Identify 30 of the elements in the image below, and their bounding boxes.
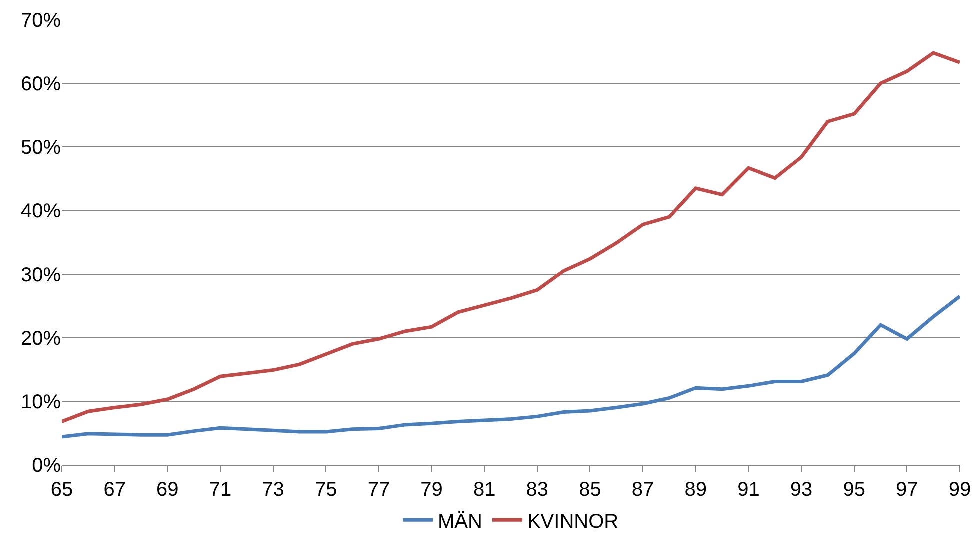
y-tick-label: 20% — [20, 328, 62, 350]
x-tick-label: 93 — [790, 479, 813, 501]
x-tick-label: 65 — [50, 479, 74, 501]
y-tick-label: 0% — [32, 455, 62, 477]
x-tick-label: 79 — [420, 479, 443, 501]
x-tick-label: 97 — [896, 479, 918, 501]
y-tick-label: 40% — [20, 200, 62, 223]
x-tick-label: 75 — [314, 479, 338, 501]
legend-label: MÄN — [438, 510, 482, 533]
x-tick-label: 81 — [473, 479, 496, 501]
y-tick-label: 50% — [20, 137, 62, 160]
x-tick-label: 95 — [843, 479, 866, 501]
x-tick-label: 87 — [632, 479, 654, 501]
y-tick-label: 70% — [20, 10, 62, 32]
y-tick-label: 10% — [20, 391, 62, 414]
x-tick-label: 77 — [368, 479, 390, 501]
y-tick-label: 30% — [20, 264, 62, 286]
y-tick-label: 60% — [20, 74, 62, 96]
x-tick-label: 69 — [156, 479, 179, 501]
line-series — [62, 51, 960, 424]
x-tick-label: 83 — [526, 479, 549, 501]
legend-label: KVINNOR — [527, 510, 619, 533]
x-tick-label: 99 — [948, 479, 972, 501]
x-tick-label: 85 — [579, 479, 602, 501]
x-tick-label: 67 — [104, 479, 126, 501]
x-tick-label: 71 — [209, 479, 232, 501]
line-series — [62, 294, 960, 439]
x-tick-label: 91 — [738, 479, 760, 501]
x-tick-label: 89 — [684, 479, 708, 501]
x-tick-label: 73 — [262, 479, 284, 501]
